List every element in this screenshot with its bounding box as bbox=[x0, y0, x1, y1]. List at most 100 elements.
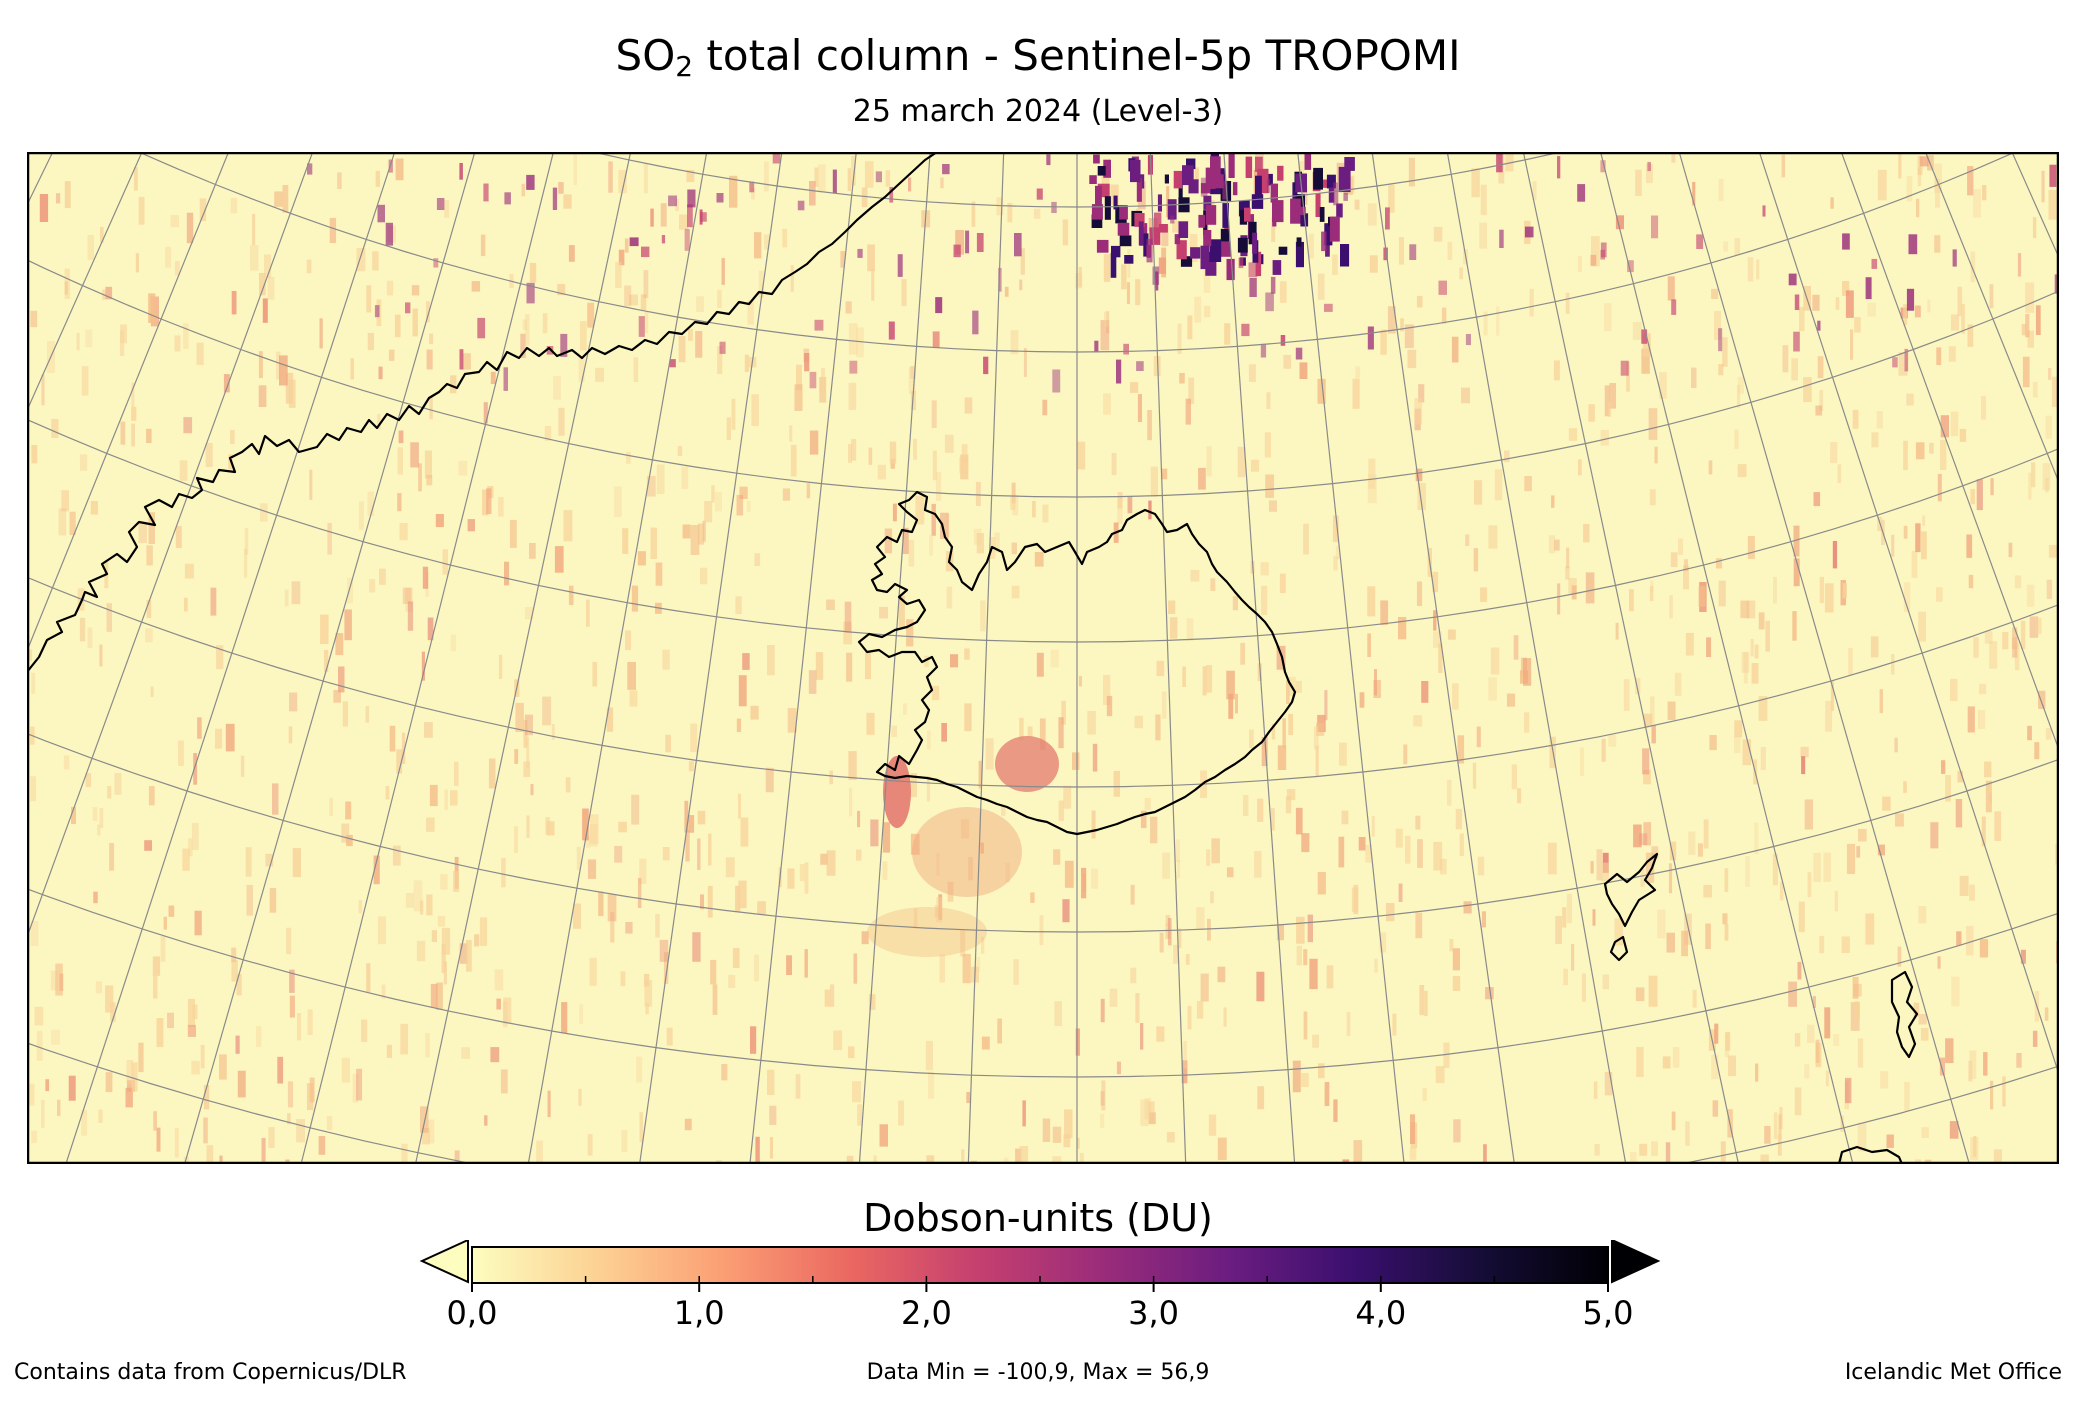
so2-speckle bbox=[41, 374, 45, 406]
so2-speckle bbox=[978, 760, 982, 789]
so2-speckle bbox=[279, 355, 288, 386]
so2-high-speckle bbox=[2049, 164, 2057, 187]
so2-high-speckle bbox=[1152, 266, 1160, 285]
so2-speckle bbox=[618, 821, 627, 833]
so2-high-speckle bbox=[1149, 227, 1161, 245]
so2-speckle bbox=[524, 607, 534, 620]
so2-speckle bbox=[1202, 666, 1207, 696]
so2-speckle bbox=[1332, 254, 1338, 275]
so2-speckle bbox=[1422, 1087, 1427, 1101]
so2-speckle bbox=[373, 855, 380, 885]
so2-speckle bbox=[582, 808, 589, 841]
so2-speckle bbox=[2032, 1030, 2038, 1047]
so2-speckle bbox=[135, 253, 139, 273]
so2-high-speckle bbox=[1222, 180, 1228, 200]
so2-speckle bbox=[411, 285, 420, 296]
so2-speckle bbox=[852, 1081, 862, 1103]
so2-speckle bbox=[1725, 1031, 1731, 1051]
so2-speckle bbox=[1548, 535, 1556, 554]
so2-speckle bbox=[1837, 464, 1842, 483]
so2-speckle bbox=[1765, 620, 1770, 652]
so2-speckle bbox=[1903, 525, 1908, 539]
so2-speckle bbox=[1153, 356, 1161, 377]
so2-speckle bbox=[1023, 348, 1027, 377]
so2-speckle bbox=[844, 601, 852, 633]
so2-high-speckle bbox=[1124, 255, 1134, 264]
so2-speckle bbox=[794, 384, 803, 411]
so2-speckle bbox=[629, 690, 638, 707]
so2-speckle bbox=[708, 833, 712, 866]
so2-speckle bbox=[175, 525, 182, 548]
so2-speckle bbox=[1101, 170, 1110, 195]
so2-speckle bbox=[1261, 585, 1268, 615]
so2-speckle bbox=[523, 761, 531, 777]
so2-speckle bbox=[1916, 198, 1920, 218]
so2-speckle bbox=[153, 1111, 157, 1131]
so2-speckle bbox=[910, 833, 920, 855]
scotland-coastline bbox=[1837, 1145, 1904, 1164]
so2-speckle bbox=[1882, 796, 1891, 811]
so2-speckle bbox=[183, 417, 193, 434]
so2-speckle bbox=[1643, 713, 1653, 728]
so2-speckle bbox=[697, 523, 705, 545]
so2-speckle bbox=[258, 351, 263, 379]
so2-speckle bbox=[1011, 542, 1017, 555]
so2-speckle bbox=[514, 749, 519, 764]
so2-speckle bbox=[1186, 618, 1194, 641]
so2-speckle bbox=[1506, 693, 1516, 707]
so2-speckle bbox=[1945, 1038, 1954, 1064]
so2-speckle bbox=[1050, 649, 1059, 668]
so2-speckle bbox=[1256, 971, 1265, 1002]
so2-speckle bbox=[1604, 303, 1612, 332]
so2-speckle bbox=[790, 444, 797, 477]
so2-speckle bbox=[861, 187, 868, 208]
so2-high-speckle bbox=[1203, 230, 1212, 247]
so2-speckle bbox=[1441, 307, 1447, 324]
so2-speckle bbox=[636, 1056, 643, 1083]
so2-high-speckle bbox=[1222, 203, 1229, 228]
so2-speckle bbox=[1062, 219, 1069, 246]
so2-speckle bbox=[1898, 153, 1902, 179]
so2-speckle bbox=[1777, 1134, 1782, 1156]
so2-speckle bbox=[1175, 839, 1180, 862]
so2-speckle bbox=[1918, 611, 1926, 642]
parallel-line bbox=[137, 152, 2017, 353]
so2-speckle bbox=[479, 917, 488, 946]
so2-speckle bbox=[1103, 393, 1111, 415]
so2-speckle bbox=[2035, 617, 2042, 634]
so2-speckle bbox=[1296, 945, 1302, 966]
so2-speckle bbox=[563, 194, 572, 209]
so2-speckle bbox=[1346, 1011, 1351, 1037]
so2-speckle bbox=[901, 279, 907, 307]
so2-speckle bbox=[2048, 544, 2058, 558]
so2-speckle bbox=[1477, 856, 1485, 876]
parallel-line bbox=[27, 259, 2059, 498]
so2-speckle bbox=[1968, 1060, 1973, 1082]
so2-high-speckle bbox=[953, 244, 961, 258]
so2-speckle bbox=[1590, 254, 1597, 266]
so2-speckle bbox=[1824, 583, 1834, 613]
so2-speckle bbox=[997, 1018, 1002, 1044]
so2-speckle bbox=[1817, 356, 1824, 379]
so2-speckle bbox=[1857, 1122, 1867, 1152]
so2-speckle bbox=[309, 469, 313, 500]
so2-high-speckle bbox=[857, 248, 863, 258]
so2-speckle bbox=[297, 1013, 302, 1041]
so2-speckle bbox=[1579, 747, 1585, 776]
so2-speckle bbox=[1283, 355, 1292, 369]
so2-speckle bbox=[1871, 432, 1879, 448]
so2-speckle bbox=[1286, 789, 1296, 801]
so2-speckle bbox=[515, 702, 524, 732]
so2-speckle bbox=[30, 310, 38, 328]
so2-speckle bbox=[814, 167, 819, 187]
so2-speckle bbox=[2041, 170, 2045, 203]
so2-speckle bbox=[666, 1027, 673, 1046]
so2-high-speckle bbox=[1123, 343, 1129, 355]
meridian-line bbox=[1758, 152, 2059, 1077]
so2-speckle bbox=[885, 170, 891, 187]
so2-speckle bbox=[1172, 220, 1179, 233]
so2-speckle bbox=[688, 761, 694, 772]
so2-speckle bbox=[167, 1012, 174, 1029]
so2-speckle bbox=[959, 457, 968, 474]
so2-high-speckle bbox=[1952, 249, 1957, 267]
